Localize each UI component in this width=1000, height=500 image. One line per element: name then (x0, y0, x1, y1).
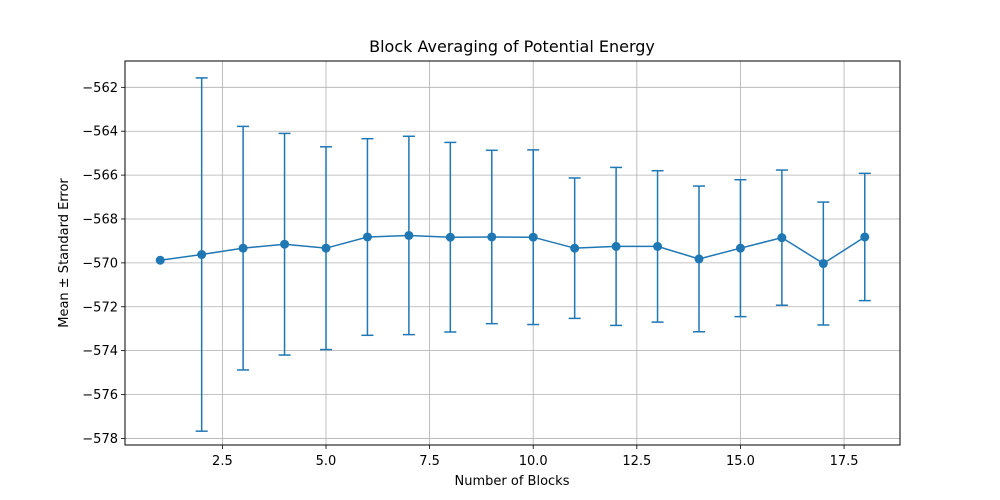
data-point (570, 243, 580, 253)
x-tick-label: 5.0 (316, 454, 337, 469)
y-axis-label: Mean ± Standard Error (57, 178, 72, 328)
data-point (321, 243, 331, 253)
data-point (653, 241, 663, 251)
data-point (611, 241, 621, 251)
data-point (860, 232, 870, 242)
plot-marks (155, 77, 871, 432)
x-tick-label: 15.0 (726, 454, 755, 469)
series-line (160, 234, 866, 265)
data-point (528, 232, 538, 242)
x-tick-label: 12.5 (622, 454, 651, 469)
data-point (735, 243, 745, 253)
x-axis-label: Number of Blocks (455, 474, 570, 489)
data-point (280, 239, 290, 249)
y-tick-label: −574 (82, 344, 118, 359)
data-point (777, 233, 787, 243)
x-axis: 2.5 5.0 7.5 10.0 12.5 15.0 17.5 (212, 445, 859, 469)
y-tick-label: −564 (82, 125, 118, 140)
chart-title: Block Averaging of Potential Energy (369, 37, 655, 56)
x-tick-label: 10.0 (519, 454, 548, 469)
y-tick-label: −578 (82, 432, 118, 447)
y-axis: −562 −564 −566 −568 −570 −572 −574 −576 −578 (82, 81, 125, 447)
data-point (238, 243, 248, 253)
x-tick-label: 2.5 (212, 454, 233, 469)
data-point (818, 259, 828, 269)
y-tick-label: −576 (82, 388, 118, 403)
y-tick-label: −572 (82, 300, 118, 315)
data-point (445, 232, 455, 242)
data-point (362, 232, 372, 242)
grid (125, 61, 900, 445)
plot-frame (124, 60, 901, 446)
data-point (155, 255, 165, 265)
x-tick-label: 7.5 (419, 454, 440, 469)
data-point (487, 232, 497, 242)
x-tick-label: 17.5 (830, 454, 859, 469)
y-tick-label: −566 (82, 169, 118, 184)
data-point (197, 250, 207, 260)
data-point (404, 230, 414, 240)
y-tick-label: −562 (82, 81, 118, 96)
data-point (694, 254, 704, 264)
y-tick-label: −570 (82, 256, 118, 271)
y-tick-label: −568 (82, 212, 118, 227)
